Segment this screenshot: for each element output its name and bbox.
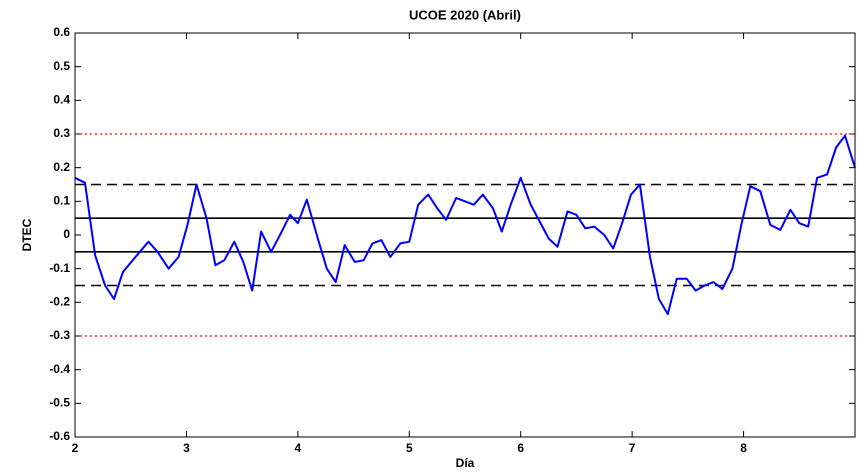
y-tick-label: 0 (63, 227, 70, 241)
y-tick-label: 0.1 (53, 194, 70, 208)
y-tick-label: -0.4 (49, 362, 70, 376)
x-axis-label: Día (456, 456, 475, 470)
x-tick-label: 3 (183, 441, 190, 455)
y-tick-label: 0.5 (53, 59, 70, 73)
y-tick-label: 0.3 (53, 126, 70, 140)
y-tick-label: -0.1 (49, 261, 70, 275)
y-tick-label: -0.5 (49, 396, 70, 410)
y-tick-label: 0.4 (53, 93, 70, 107)
y-tick-label: -0.2 (49, 295, 70, 309)
y-tick-label: 0.2 (53, 160, 70, 174)
plot-frame (74, 32, 856, 438)
data-line (74, 134, 856, 316)
y-axis-label: DTEC (20, 218, 34, 251)
y-tick-label: 0.6 (53, 25, 70, 39)
x-tick-label: 7 (629, 441, 636, 455)
x-tick-label: 8 (740, 441, 747, 455)
x-tick-label: 2 (72, 441, 79, 455)
chart-title: UCOE 2020 (Abril) (409, 7, 521, 22)
y-tick-label: -0.3 (49, 328, 70, 342)
x-tick-label: 5 (406, 441, 413, 455)
x-tick-label: 6 (517, 441, 524, 455)
y-tick-label: -0.6 (49, 429, 70, 443)
x-tick-label: 4 (295, 441, 302, 455)
